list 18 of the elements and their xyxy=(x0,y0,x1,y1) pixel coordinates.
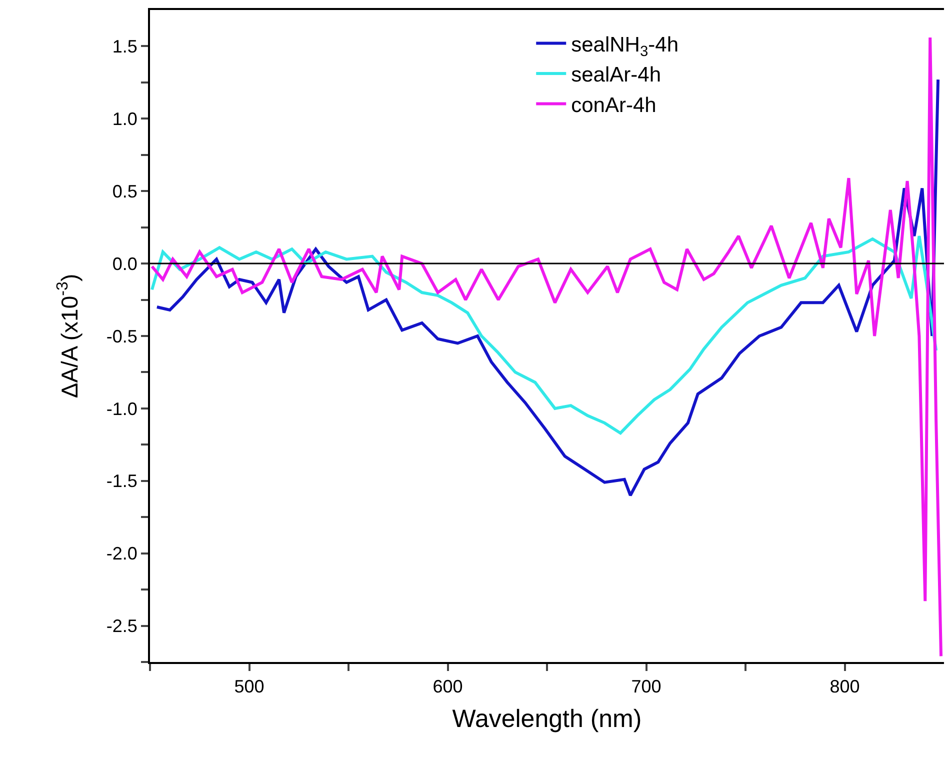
x-tick-label: 500 xyxy=(234,676,264,697)
line-series xyxy=(150,36,943,658)
y-tick-label: 1.0 xyxy=(112,108,138,129)
x-tick-label: 600 xyxy=(432,676,463,697)
legend-label: conAr-4h xyxy=(571,94,656,117)
y-tick-label: 1.5 xyxy=(112,36,138,57)
y-tick-label: -2.5 xyxy=(106,616,138,636)
x-tick-label: 700 xyxy=(631,676,662,697)
legend-label: sealAr-4h xyxy=(571,64,662,87)
y-tick-label: -0.5 xyxy=(106,326,138,346)
y-tick-label: -1.0 xyxy=(106,398,138,419)
x-tick-label: 800 xyxy=(830,676,860,697)
y-tick-label: -2.0 xyxy=(106,544,138,564)
y-tick-label: -1.5 xyxy=(106,471,138,492)
y-tick-label: 0.5 xyxy=(112,181,138,202)
y-tick-label: 0.0 xyxy=(112,254,138,274)
legend-label: sealNH$_{3}$-4h xyxy=(571,33,679,60)
x-axis-title: Wavelength (nm) xyxy=(452,705,642,734)
